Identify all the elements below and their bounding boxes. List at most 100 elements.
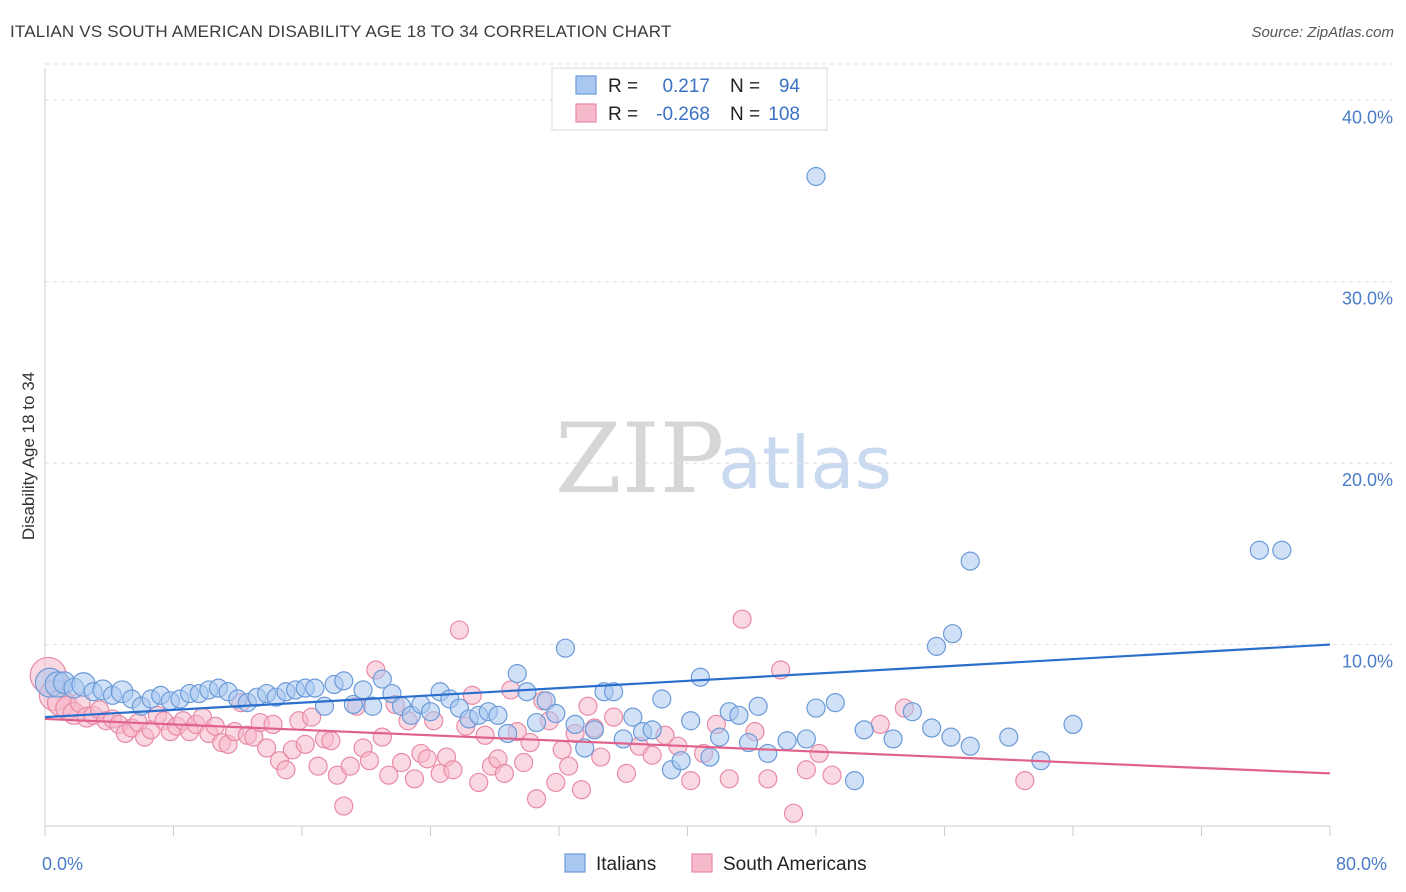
bottom-legend-swatch-italians xyxy=(564,853,586,873)
italians-point-68 xyxy=(690,667,710,687)
chart-source: Source: ZipAtlas.com xyxy=(1251,24,1394,41)
italians-point-74 xyxy=(748,696,768,716)
italians-point-82 xyxy=(883,729,903,749)
legend-n-value-italians: 94 xyxy=(779,76,801,97)
italians-point-83 xyxy=(902,702,922,722)
italians-point-50 xyxy=(517,682,537,702)
italians-point-40 xyxy=(420,702,441,722)
south-americans-point-53 xyxy=(379,765,399,785)
legend-n-label-italians: N = xyxy=(730,76,760,97)
italians-point-47 xyxy=(488,705,508,725)
south-americans-point-87 xyxy=(604,707,624,727)
south-americans-point-64 xyxy=(449,620,470,640)
y-tick-label-0: 10.0% xyxy=(1342,652,1393,672)
italians-point-76 xyxy=(777,731,797,751)
south-americans-point-47 xyxy=(340,756,360,776)
south-americans-point-50 xyxy=(359,751,380,771)
south-americans-point-34 xyxy=(257,738,277,758)
italians-point-64 xyxy=(652,689,672,709)
south-americans-point-107 xyxy=(1015,771,1035,791)
south-americans-point-42 xyxy=(308,756,328,776)
italians-point-54 xyxy=(555,638,576,658)
legend-r-label-south-americans: R = xyxy=(608,104,638,125)
south-americans-point-83 xyxy=(571,780,592,800)
south-americans-point-75 xyxy=(520,732,540,753)
italians-point-55 xyxy=(565,714,585,735)
italians-point-51 xyxy=(526,712,547,733)
italians-point-92 xyxy=(942,624,963,644)
south-americans-point-63 xyxy=(443,760,463,780)
top-legend: R = 0.217 N = 94 R = -0.268 N = 108 xyxy=(551,67,828,131)
italians-point-78 xyxy=(806,698,826,718)
y-tick-labels: 10.0% 20.0% 30.0% 40.0% xyxy=(1342,107,1393,671)
italians-point-94 xyxy=(1249,540,1269,560)
south-americans-point-79 xyxy=(546,772,566,793)
italians-point-61 xyxy=(623,707,643,727)
grid-layer xyxy=(45,63,1392,646)
italians-point-31 xyxy=(334,671,354,691)
south-americans-point-67 xyxy=(469,772,489,793)
south-americans-point-96 xyxy=(719,769,739,789)
italians-point-60 xyxy=(613,729,633,749)
legend-swatch-italians xyxy=(575,75,597,95)
chart-title: ITALIAN VS SOUTH AMERICAN DISABILITY AGE… xyxy=(10,22,672,41)
south-americans-point-46 xyxy=(334,796,354,816)
italians-point-56 xyxy=(575,738,595,758)
south-americans-point-105 xyxy=(870,714,890,735)
italians-points xyxy=(34,166,1292,791)
south-americans-point-35 xyxy=(263,714,283,735)
south-americans-point-90 xyxy=(642,745,662,765)
bottom-legend-label-south-americans: South Americans xyxy=(723,854,867,875)
south-americans-point-80 xyxy=(552,740,572,760)
south-americans-point-81 xyxy=(559,756,579,776)
south-americans-point-88 xyxy=(616,763,637,783)
south-americans-point-68 xyxy=(475,725,495,745)
italians-point-75 xyxy=(758,743,778,764)
italians-point-35 xyxy=(372,669,392,689)
italians-point-59 xyxy=(604,682,624,702)
south-americans-point-102 xyxy=(796,760,816,780)
south-americans-point-99 xyxy=(758,769,778,789)
italians-point-63 xyxy=(642,720,662,740)
italians-point-73 xyxy=(738,732,759,753)
x-tick-label-min: 0.0% xyxy=(42,854,83,874)
south-americans-trend-line xyxy=(44,717,1331,775)
italians-point-79 xyxy=(825,693,845,713)
italians-point-66 xyxy=(671,751,691,771)
top-legend-box xyxy=(551,67,828,131)
south-americans-point-97 xyxy=(732,609,752,629)
south-americans-point-44 xyxy=(321,731,341,751)
italians-point-80 xyxy=(844,771,865,791)
italians-point-34 xyxy=(363,696,383,716)
italians-point-77 xyxy=(796,729,816,749)
bottom-legend-label-italians: Italians xyxy=(596,854,656,875)
italians-point-69 xyxy=(700,747,720,767)
south-americans-point-71 xyxy=(494,763,514,783)
legend-n-value-south-americans: 108 xyxy=(768,104,800,125)
italians-point-67 xyxy=(681,711,701,731)
south-americans-point-84 xyxy=(578,696,598,716)
legend-r-value-italians: 0.217 xyxy=(662,76,710,97)
legend-r-label-italians: R = xyxy=(608,76,638,97)
italians-point-87 xyxy=(999,727,1019,747)
south-americans-point-101 xyxy=(783,803,804,823)
south-americans-point-40 xyxy=(295,734,315,754)
italians-point-89 xyxy=(1063,714,1083,735)
y-tick-label-2: 30.0% xyxy=(1342,289,1393,309)
italians-point-84 xyxy=(922,718,942,738)
legend-swatch-south-americans xyxy=(575,103,597,123)
south-americans-point-104 xyxy=(822,765,842,785)
y-tick-label-3: 40.0% xyxy=(1342,107,1393,127)
italians-point-93 xyxy=(960,551,980,571)
italians-point-33 xyxy=(353,680,373,700)
south-americans-point-55 xyxy=(391,752,412,773)
italians-point-81 xyxy=(854,720,874,740)
x-tick-label-max: 80.0% xyxy=(1336,854,1387,874)
italians-point-49 xyxy=(507,663,527,684)
bottom-legend: Italians South Americans xyxy=(564,853,867,875)
bottom-legend-swatch-south-americans xyxy=(691,853,713,873)
italians-point-90 xyxy=(806,166,826,187)
y-axis-label: Disability Age 18 to 34 xyxy=(19,372,38,540)
south-americans-point-57 xyxy=(404,769,425,789)
